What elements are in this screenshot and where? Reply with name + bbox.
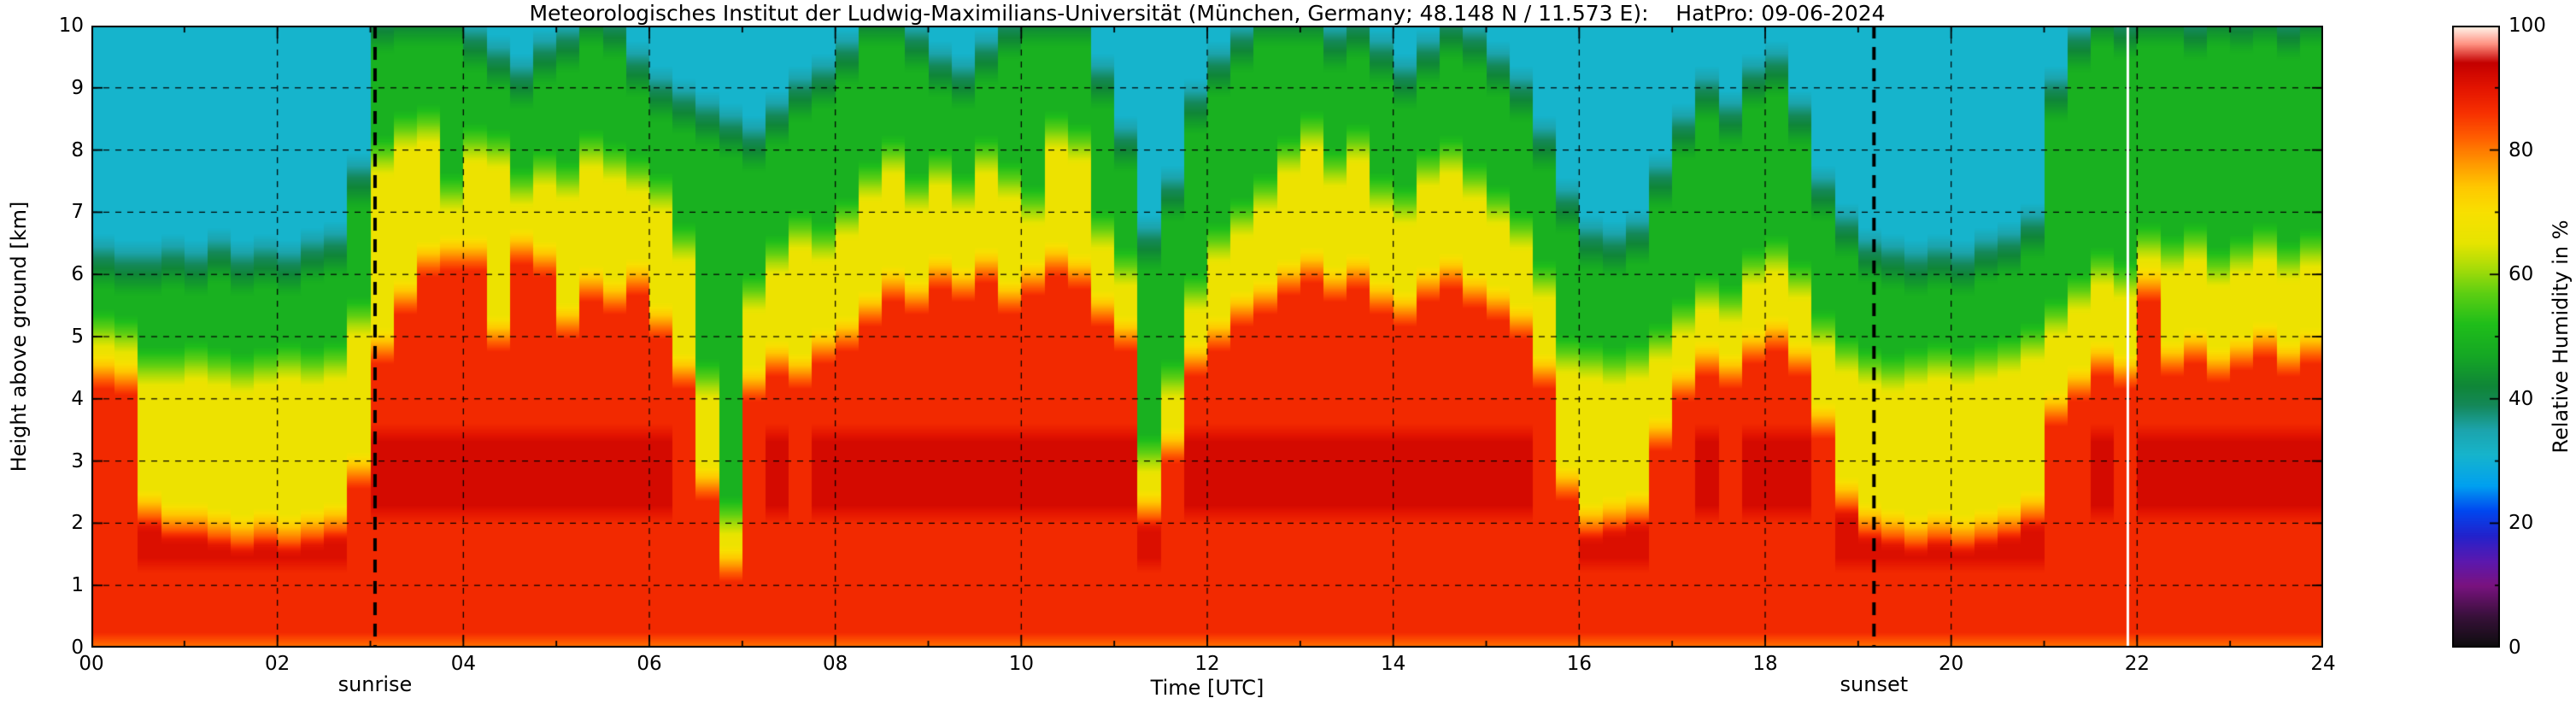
x-tick-label: 12 (1194, 653, 1220, 675)
y-tick-label: 7 (71, 201, 84, 224)
x-tick-label: 02 (265, 653, 290, 675)
sunrise-annotation-label: sunrise (337, 672, 413, 696)
y-tick-label: 8 (71, 138, 84, 161)
x-tick-label: 00 (79, 653, 104, 675)
y-tick-label: 10 (58, 15, 84, 37)
colorbar-tick-label: 100 (2509, 15, 2546, 37)
x-tick-label: 20 (1939, 653, 1964, 675)
humidity-heatmap-canvas (91, 26, 2323, 648)
colorbar-label: Relative Humidity in % (2549, 220, 2573, 454)
y-tick-label: 6 (71, 263, 84, 286)
y-tick-label: 1 (71, 574, 84, 597)
colorbar (2452, 26, 2500, 648)
y-tick-label: 9 (71, 76, 84, 99)
x-tick-label: 04 (450, 653, 476, 675)
x-tick-label: 22 (2124, 653, 2150, 675)
colorbar-tick-label: 80 (2509, 138, 2534, 161)
x-tick-label: 08 (823, 653, 848, 675)
chart-title: Meteorologisches Institut der Ludwig-Max… (529, 1, 1886, 26)
x-tick-label: 24 (2310, 653, 2336, 675)
y-tick-label: 3 (71, 449, 84, 472)
colorbar-tick-label: 60 (2509, 263, 2534, 286)
x-tick-label: 06 (637, 653, 662, 675)
colorbar-tick-label: 40 (2509, 387, 2534, 410)
x-tick-label: 16 (1566, 653, 1592, 675)
y-tick-label: 0 (71, 637, 84, 659)
colorbar-canvas (2452, 26, 2500, 648)
x-axis-label: Time [UTC] (1150, 676, 1265, 700)
y-tick-label: 4 (71, 387, 84, 410)
y-tick-label: 5 (71, 326, 84, 348)
colorbar-tick-label: 20 (2509, 512, 2534, 535)
x-tick-label: 18 (1752, 653, 1778, 675)
sunset-annotation-label: sunset (1840, 672, 1909, 696)
x-tick-label: 14 (1381, 653, 1406, 675)
x-tick-label: 10 (1008, 653, 1034, 675)
y-axis-label: Height above ground [km] (7, 201, 31, 472)
plot-area (91, 26, 2323, 648)
y-tick-label: 2 (71, 512, 84, 535)
colorbar-tick-label: 0 (2509, 637, 2521, 659)
